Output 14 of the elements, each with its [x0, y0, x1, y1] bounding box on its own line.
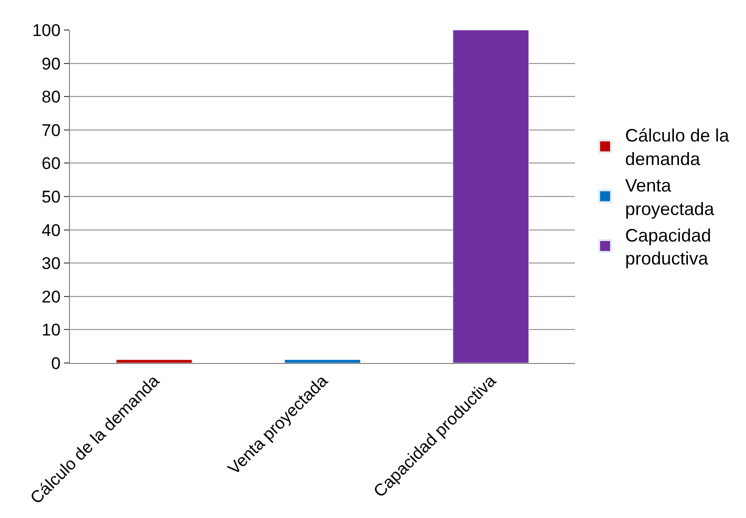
- y-tick-label: 60: [42, 154, 61, 174]
- y-tick-label: 40: [42, 220, 61, 240]
- legend-label: Venta proyectada: [625, 176, 716, 219]
- y-tick-label: 30: [42, 254, 61, 274]
- y-tick-label: 0: [51, 354, 61, 373]
- legend-label: Cálculo de la demanda: [625, 126, 730, 170]
- y-tick-label: 80: [42, 88, 61, 107]
- legend-label: Capacidad productiva: [625, 225, 712, 269]
- y-tick-label: 10: [42, 320, 61, 340]
- y-tick-label: 50: [42, 187, 61, 206]
- y-tick-label: 20: [42, 287, 61, 306]
- y-tick-label: 70: [42, 120, 61, 140]
- y-tick-label: 90: [42, 54, 61, 74]
- y-tick-label: 100: [32, 20, 61, 40]
